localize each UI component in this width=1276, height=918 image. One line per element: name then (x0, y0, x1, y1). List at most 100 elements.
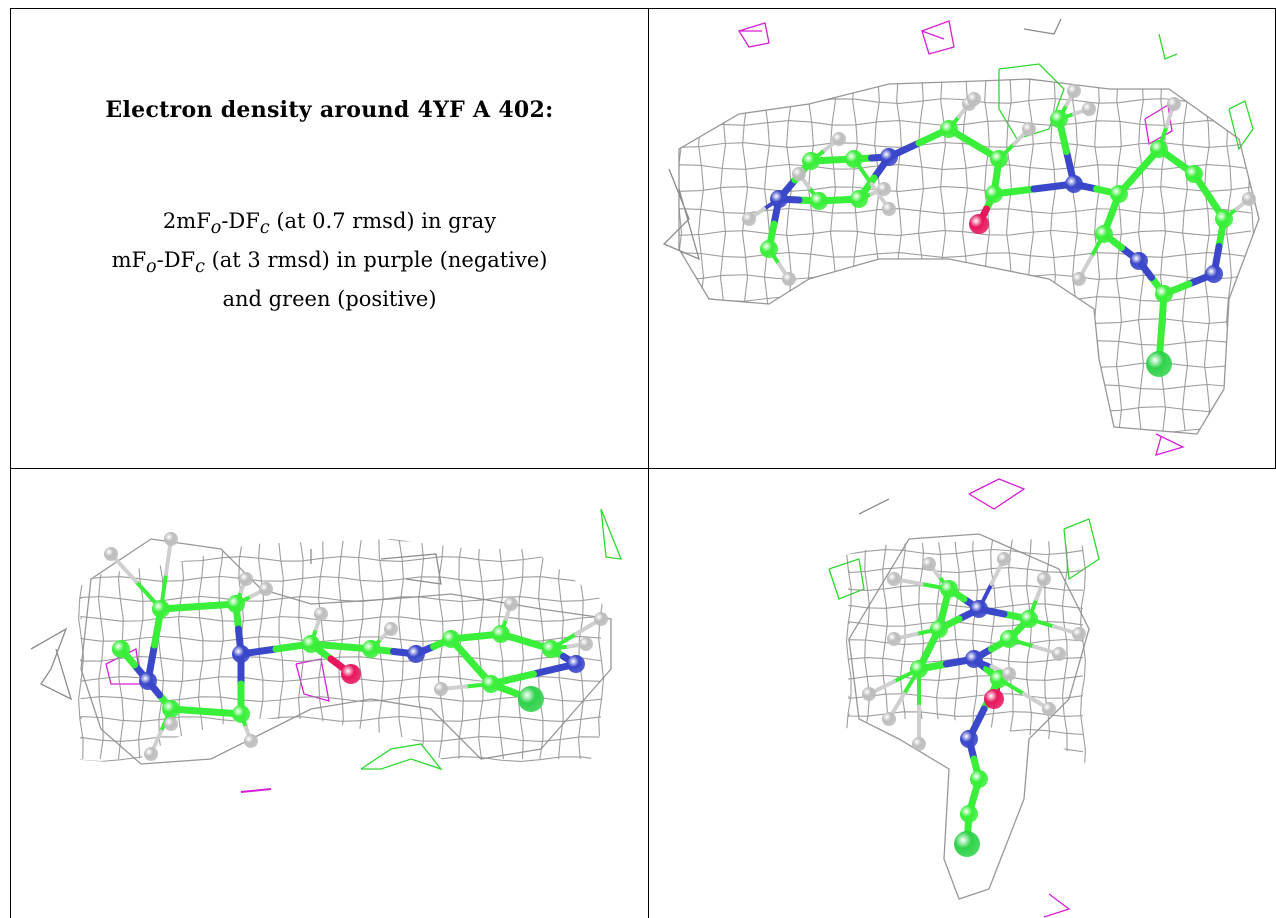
hydrogen-atom (782, 272, 796, 286)
nitrogen-atom (770, 190, 788, 208)
chlorine-atom (518, 686, 544, 712)
hydrogen-atom (594, 612, 608, 626)
carbon-atom (1095, 225, 1113, 243)
carbon-atom (960, 805, 978, 823)
molecule-view-2 (30, 508, 623, 793)
nitrogen-atom (965, 650, 983, 668)
density-fragment (662, 168, 701, 261)
carbon-atom (940, 580, 958, 598)
hydrogen-atom (384, 622, 398, 636)
carbon-atom (930, 620, 948, 638)
oxygen-atom (969, 214, 989, 234)
carbon-atom (1000, 630, 1018, 648)
ligand-atoms-view-3 (862, 552, 1086, 857)
hydrogen-atom (912, 737, 926, 751)
carbon-atom (227, 595, 245, 613)
hydrogen-atom (862, 687, 876, 701)
legend-line-gray: 2mFo-DFc (at 0.7 rmsd) in gray (162, 209, 497, 239)
chlorine-atom (1146, 351, 1172, 377)
negative-density-blob (920, 20, 955, 55)
oxygen-atom (341, 664, 361, 684)
legend-line-colors: and green (positive) (222, 287, 437, 312)
carbon-atom (232, 705, 250, 723)
table-divider-vertical (648, 8, 649, 918)
hydrogen-atom (1067, 84, 1081, 98)
density-view-bottom-left (11, 469, 648, 918)
table-border-top (10, 8, 1276, 9)
hydrogen-atom (882, 712, 896, 726)
hydrogen-atom (164, 717, 178, 731)
hydrogen-atom (579, 637, 593, 651)
positive-density-blob (600, 508, 623, 560)
negative-density-blob (737, 22, 770, 48)
carbon-atom (542, 640, 560, 658)
hydrogen-atom (887, 632, 901, 646)
density-view-top-right (649, 9, 1275, 468)
positive-density-blob (1158, 33, 1178, 60)
hydrogen-atom (1082, 102, 1096, 116)
hydrogen-atom (239, 572, 253, 586)
hydrogen-atom (1072, 627, 1086, 641)
hydrogen-atom (1037, 572, 1051, 586)
gray-density-mesh-outline (80, 538, 612, 765)
figure-title: Electron density around 4YF A 402: (105, 97, 554, 123)
nitrogen-atom (1065, 175, 1083, 193)
hydrogen-atom (259, 582, 273, 596)
positive-density-blob (1228, 100, 1254, 151)
carbon-atom (1050, 110, 1068, 128)
carbon-atom (492, 625, 510, 643)
negative-density-blob (968, 478, 1026, 510)
density-fragment (380, 553, 442, 585)
nitrogen-atom (880, 148, 898, 166)
hydrogen-atom (1072, 272, 1086, 286)
hydrogen-atom (922, 557, 936, 571)
gray-density-mesh-outline (678, 78, 1260, 435)
density-fragment (1023, 18, 1062, 35)
nitrogen-atom (139, 672, 157, 690)
hydrogen-atom (1167, 97, 1181, 111)
carbon-atom (1150, 140, 1168, 158)
carbon-atom (760, 240, 778, 258)
molecule-view-1 (662, 18, 1260, 456)
carbon-atom (910, 660, 928, 678)
density-fragment (858, 498, 890, 515)
hydrogen-atom (244, 734, 258, 748)
carbon-atom (985, 185, 1003, 203)
carbon-atom (990, 150, 1008, 168)
carbon-atom (970, 770, 988, 788)
carbon-atom (302, 635, 320, 653)
carbon-atom (442, 630, 460, 648)
nitrogen-atom (567, 655, 585, 673)
nitrogen-atom (1130, 252, 1148, 270)
positive-density-blob (360, 743, 443, 771)
ligand-atoms-view-1 (742, 84, 1256, 377)
caption-cell: Electron density around 4YF A 402: 2mFo-… (11, 9, 648, 468)
hydrogen-atom (504, 597, 518, 611)
negative-density-blob (1043, 893, 1071, 918)
hydrogen-atom (792, 167, 806, 181)
carbon-atom (152, 600, 170, 618)
hydrogen-atom (967, 92, 981, 106)
density-fragment (30, 627, 73, 701)
carbon-atom (845, 150, 863, 168)
hydrogen-atom (1242, 192, 1256, 206)
positive-density-blob (828, 558, 865, 600)
hydrogen-atom (882, 202, 896, 216)
table-divider-horizontal (10, 468, 1276, 469)
carbon-atom (1185, 165, 1203, 183)
molecule-view-3 (828, 478, 1100, 918)
figure-legend: 2mFo-DFc (at 0.7 rmsd) in gray mFo-DFc (… (11, 205, 648, 315)
positive-density-blob (1063, 518, 1100, 581)
hydrogen-atom (1022, 122, 1036, 136)
hydrogen-atom (1052, 647, 1066, 661)
carbon-atom (810, 192, 828, 210)
hydrogen-atom (104, 547, 118, 561)
carbon-atom (162, 700, 180, 718)
carbon-atom (1215, 210, 1233, 228)
nitrogen-atom (960, 730, 978, 748)
figure-grid: Electron density around 4YF A 402: 2mFo-… (10, 8, 1276, 918)
positive-density-blob (998, 63, 1065, 140)
hydrogen-atom (314, 607, 328, 621)
hydrogen-atom (1002, 667, 1016, 681)
ligand-bonds-view-1 (747, 89, 1251, 368)
